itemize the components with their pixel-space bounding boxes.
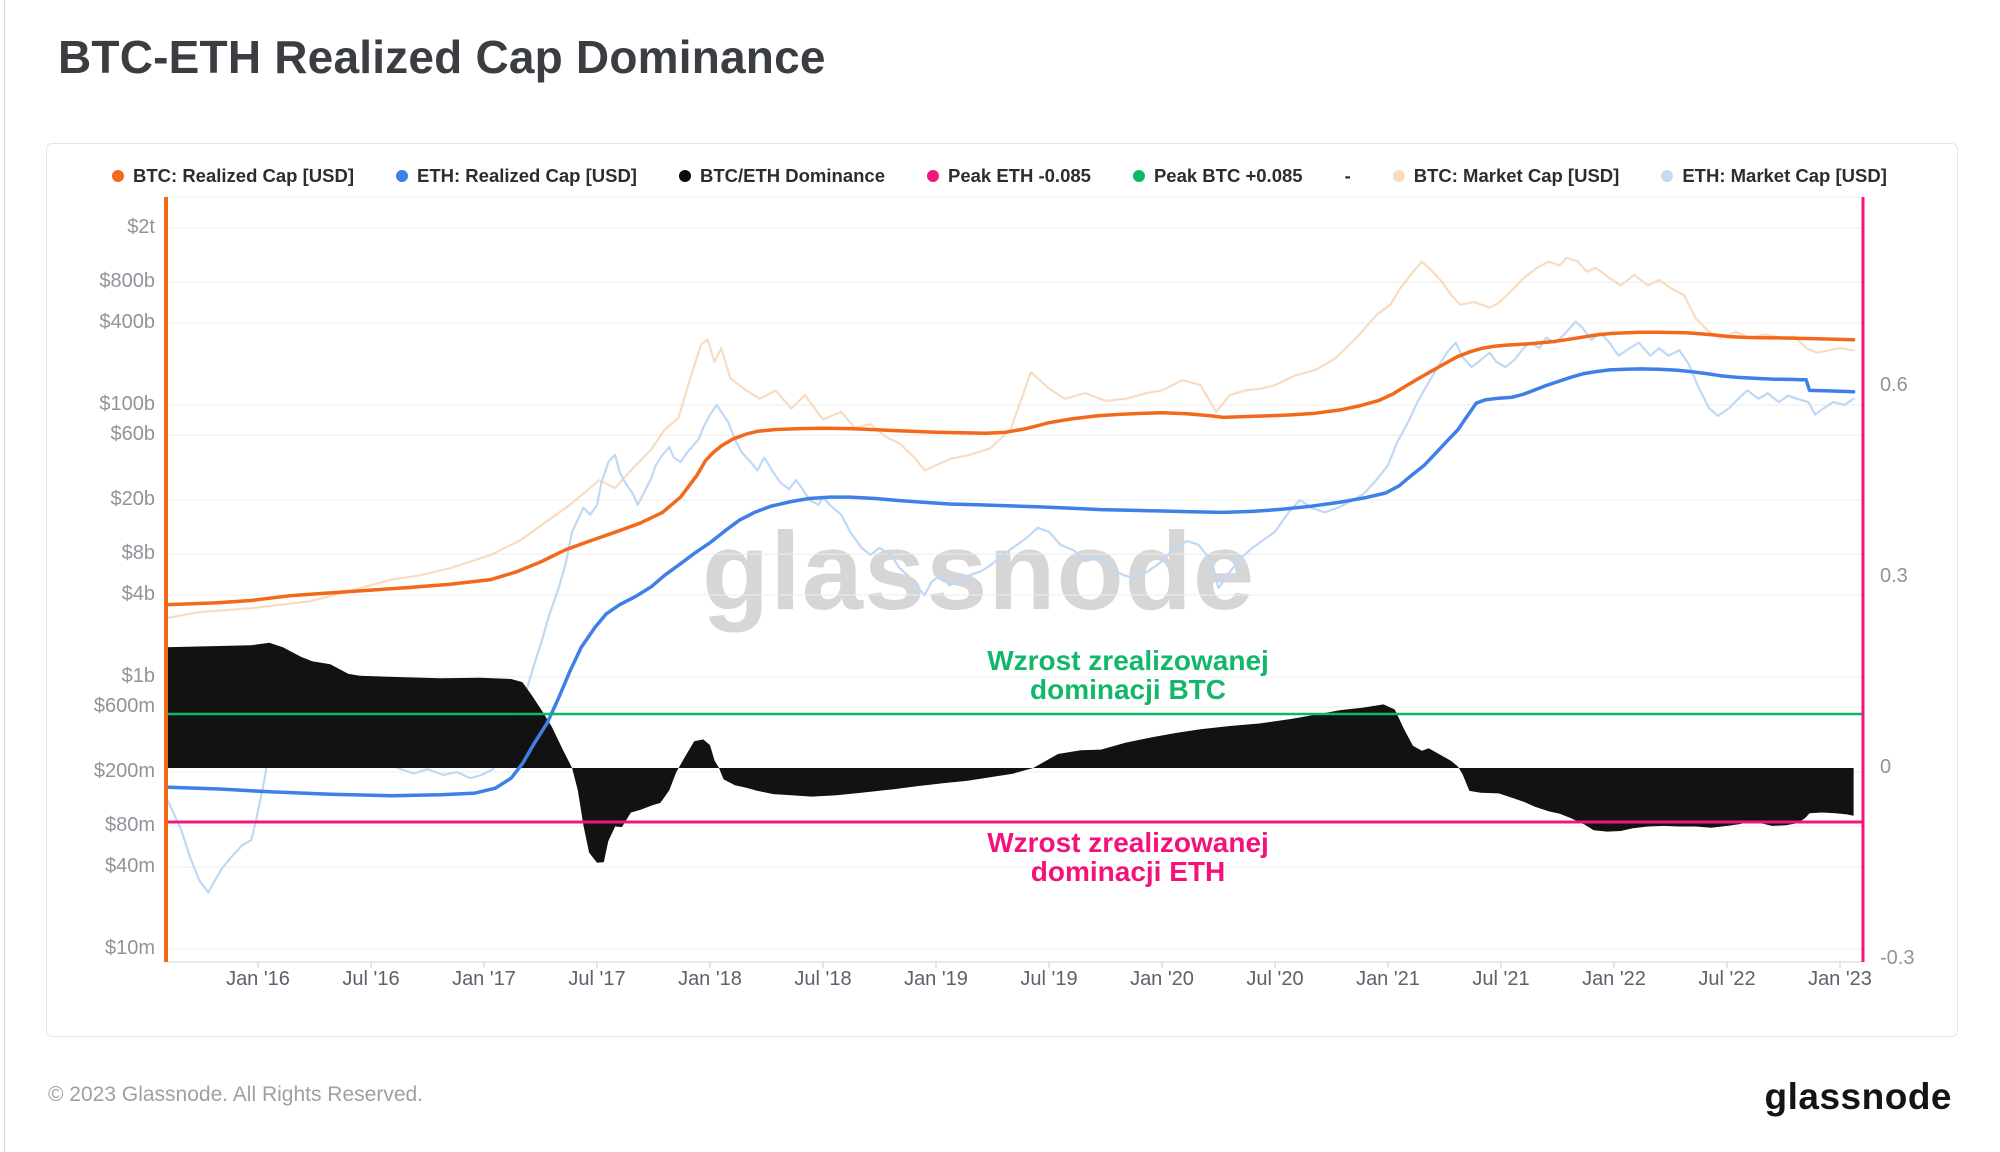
annotation-line: Wzrost zrealizowanej [987, 827, 1269, 858]
legend-item[interactable]: ETH: Market Cap [USD] [1661, 165, 1887, 187]
y-tick-label-left: $80m [104, 814, 155, 837]
y-tick-label-left: $8b [121, 542, 155, 565]
series-line-btc-market-cap-usd [165, 256, 1855, 620]
legend-item-label: BTC/ETH Dominance [699, 165, 885, 186]
series-line-eth-realized-cap-usd [165, 367, 1856, 798]
y-tick-label-right: 0.6 [1880, 374, 1908, 397]
legend-item-label: - [1344, 165, 1351, 186]
y-tick-label-left: $200m [93, 760, 155, 782]
legend-dot-icon [396, 170, 408, 182]
legend-item[interactable]: Peak BTC +0.085 [1132, 165, 1303, 187]
page-left-border [4, 0, 5, 1152]
y-tick-label-left: $100b [99, 392, 155, 415]
y-tick-label-right: 0.3 [1880, 565, 1908, 588]
x-tick-label: Jul '20 [1246, 968, 1304, 990]
y-tick-label-left: $10m [104, 936, 155, 959]
legend-item[interactable]: BTC: Market Cap [USD] [1392, 165, 1620, 187]
copyright-text: © 2023 Glassnode. All Rights Reserved. [48, 1083, 424, 1106]
glassnode-logo: glassnode [1764, 1076, 1952, 1117]
legend-dot-icon [678, 170, 691, 182]
legend-item-label: BTC: Market Cap [USD] [1413, 165, 1620, 186]
legend-item-label: Peak ETH -0.085 [948, 165, 1091, 186]
legend-dot-icon [1661, 170, 1674, 182]
legend-item[interactable]: Peak ETH -0.085 [927, 165, 1091, 187]
x-tick-label: Jan '22 [1582, 968, 1646, 990]
x-tick-label: Jan '23 [1808, 968, 1872, 990]
y-tick-label-right: -0.3 [1880, 946, 1915, 969]
annotation-line: Wzrost zrealizowanej [987, 645, 1269, 676]
x-tick-label: Jan '16 [226, 968, 290, 990]
legend-item-label: ETH: Realized Cap [USD] [417, 165, 637, 186]
y-tick-label-left: $600m [93, 695, 155, 718]
legend-item[interactable]: - [1345, 165, 1351, 187]
legend-item-label: BTC: Realized Cap [USD] [133, 165, 354, 186]
y-tick-label-left: $20b [110, 488, 156, 510]
x-tick-label: Jul '19 [1020, 968, 1078, 990]
legend-dot-icon [927, 170, 939, 182]
legend-dot-icon [112, 170, 124, 182]
y-tick-label-left: $2t [127, 216, 155, 238]
legend-dot-icon [1392, 170, 1405, 182]
legend-item[interactable]: BTC: Realized Cap [USD] [112, 165, 354, 187]
x-tick-label: Jul '22 [1698, 968, 1756, 990]
legend-dot-icon [1132, 170, 1145, 182]
x-tick-label: Jan '18 [678, 968, 742, 990]
x-tick-label: Jan '21 [1356, 968, 1420, 990]
annotation-btc-dominance: Wzrost zrealizowanej dominacji BTC [948, 646, 1308, 704]
x-tick-label: Jul '17 [568, 968, 626, 990]
y-tick-label-left: $400b [99, 311, 155, 334]
x-tick-label: Jan '20 [1130, 968, 1194, 990]
dominance-area [165, 642, 1854, 863]
legend-item-label: ETH: Market Cap [USD] [1682, 165, 1887, 186]
legend-item[interactable]: ETH: Realized Cap [USD] [396, 165, 637, 187]
page-title: BTC-ETH Realized Cap Dominance [58, 31, 826, 83]
x-tick-label: Jul '16 [342, 968, 400, 990]
legend-item[interactable]: BTC/ETH Dominance [678, 165, 885, 187]
y-tick-label-left: $60b [110, 423, 156, 446]
y-tick-label-left: $40m [104, 855, 155, 878]
series-line-btc-realized-cap-usd [165, 330, 1856, 607]
y-tick-label-left: $800b [99, 270, 155, 293]
y-tick-label-left: $1b [121, 664, 155, 687]
x-tick-label: Jul '21 [1472, 968, 1530, 990]
y-tick-label-right: 0 [1880, 756, 1892, 778]
legend-item-label: Peak BTC +0.085 [1153, 165, 1303, 186]
x-tick-label: Jan '17 [452, 968, 516, 990]
x-tick-label: Jul '18 [794, 968, 852, 990]
chart-legend: BTC: Realized Cap [USD] ETH: Realized Cap… [112, 165, 1887, 187]
annotation-line: dominacji ETH [1030, 856, 1226, 888]
annotation-line: dominacji BTC [1029, 674, 1226, 706]
y-tick-label-left: $4b [121, 583, 155, 606]
x-tick-label: Jan '19 [904, 968, 968, 990]
series-line-eth-market-cap-usd [165, 320, 1855, 894]
annotation-eth-dominance: Wzrost zrealizowanej dominacji ETH [948, 828, 1308, 886]
